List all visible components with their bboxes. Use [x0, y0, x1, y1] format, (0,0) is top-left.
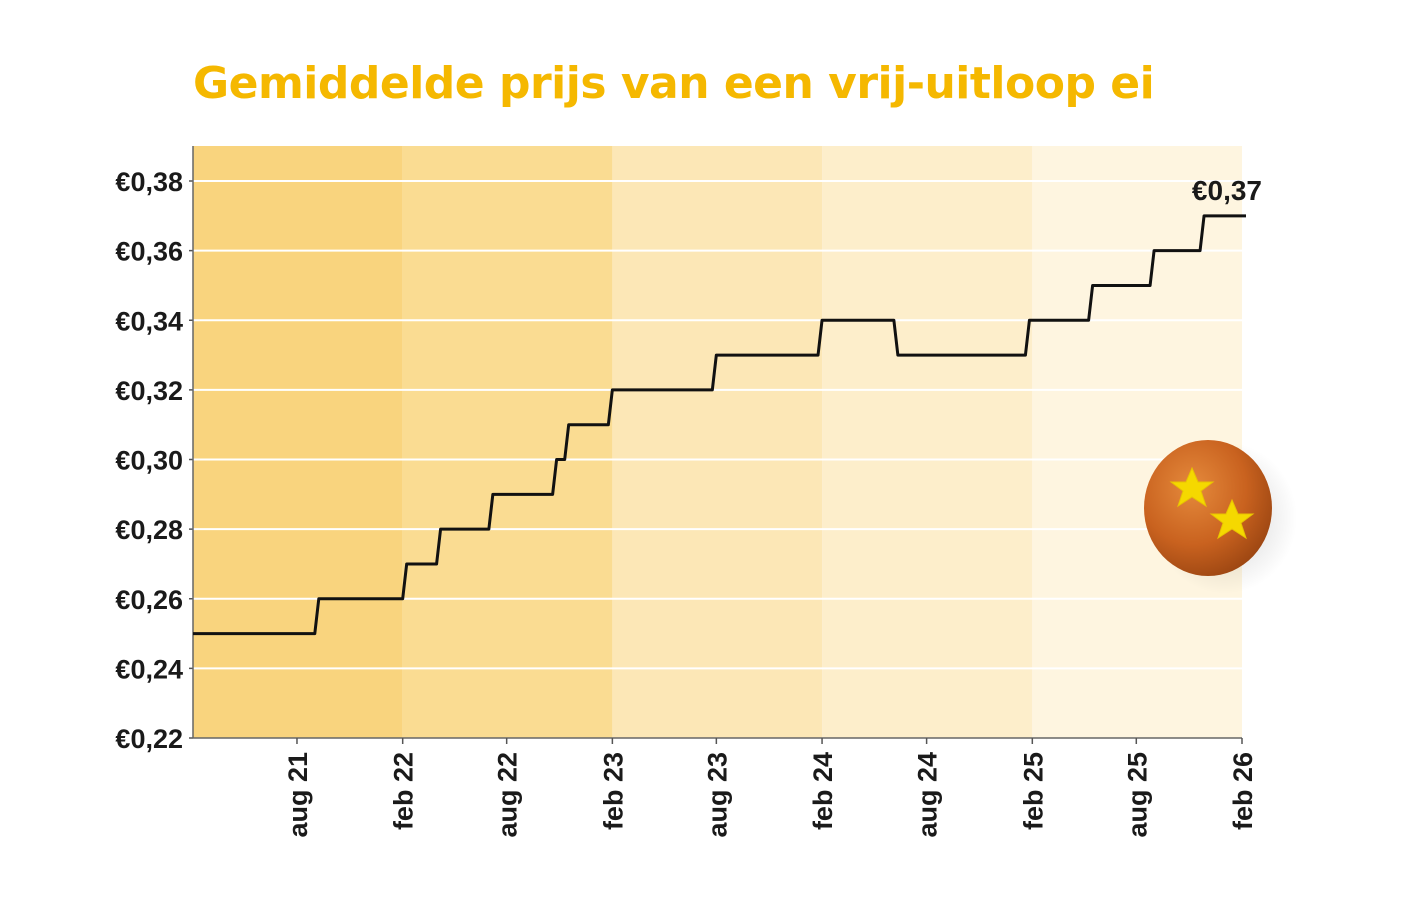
x-tick-label: aug 23 [702, 752, 732, 838]
x-tick-label: feb 23 [598, 752, 628, 830]
y-tick-label: €0,32 [115, 376, 183, 406]
price-line [193, 214, 1246, 636]
y-tick-label: €0,28 [115, 515, 183, 545]
egg-icon [1144, 440, 1297, 594]
y-tick-label: €0,26 [115, 585, 183, 615]
end-value-label: €0,37 [1192, 175, 1262, 206]
y-tick-label: €0,22 [115, 724, 183, 754]
year-bands [193, 146, 1242, 738]
y-axis: €0,22 €0,24 €0,26 €0,28 €0,30 €0,32 €0,34 €0,36… [115, 146, 194, 754]
y-tick-label: €0,24 [115, 654, 183, 684]
x-tick-label: aug 22 [493, 752, 523, 838]
chart-title: Gemiddelde prijs van een vrij-uitloop ei [193, 58, 1155, 109]
x-tick-label: feb 25 [1018, 752, 1048, 830]
y-tick-label: €0,38 [115, 167, 183, 197]
x-tick-label: aug 21 [283, 752, 313, 838]
year-band-3 [822, 146, 1033, 738]
x-tick-label: feb 22 [389, 752, 419, 830]
year-band-0 [193, 146, 403, 738]
x-tick-label: aug 25 [1122, 752, 1152, 838]
gridlines [193, 180, 1242, 670]
x-axis: aug 21 feb 22 aug 22 feb 23 aug 23 feb 24 aug … [193, 737, 1258, 838]
x-tick-label: feb 26 [1228, 752, 1258, 830]
series-lines [193, 214, 1246, 636]
end-label-group: €0,37 [1192, 175, 1262, 206]
y-tick-label: €0,36 [115, 237, 183, 267]
year-band-1 [402, 146, 613, 738]
x-tick-label: feb 24 [808, 752, 838, 830]
x-tick-label: aug 24 [913, 752, 943, 838]
y-tick-label: €0,30 [115, 446, 183, 476]
y-tick-label: €0,34 [115, 306, 183, 336]
year-band-2 [612, 146, 823, 738]
